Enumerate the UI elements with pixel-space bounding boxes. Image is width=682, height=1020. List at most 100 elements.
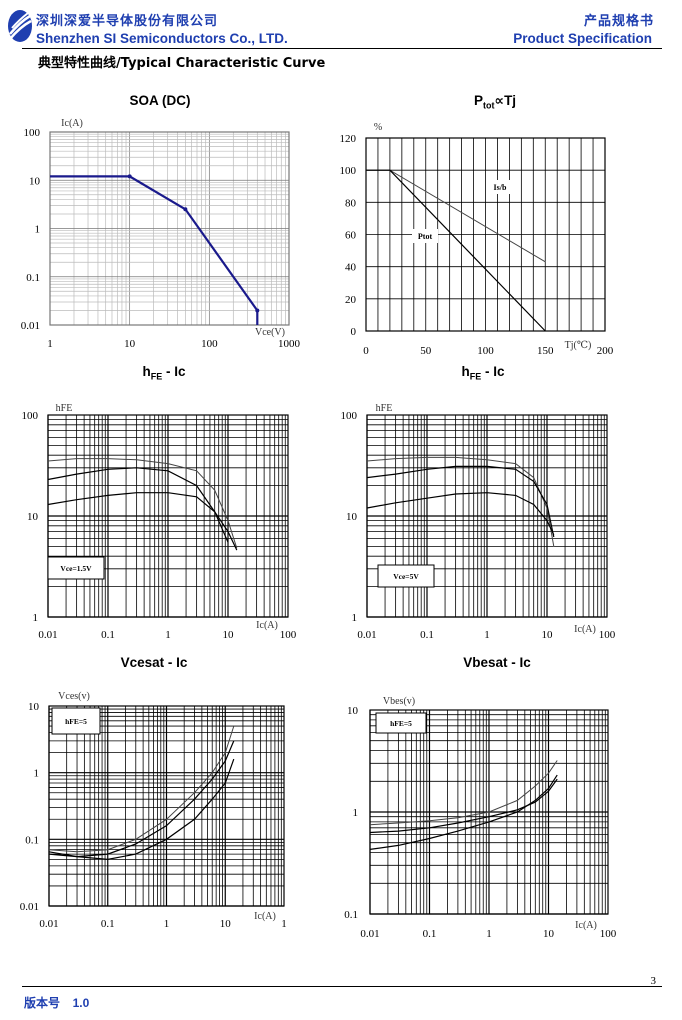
y-tick-label: 120 [340, 133, 357, 145]
series-line-vcesat-1 [48, 740, 235, 858]
x-tick-label: 150 [537, 345, 554, 357]
x-tick-label: 0 [363, 345, 369, 357]
grid-vcesat [48, 706, 284, 907]
y-tick-label: 80 [345, 197, 357, 209]
x-axis-label: Ic(A) [574, 624, 596, 635]
x-tick-label: 100 [599, 629, 616, 641]
x-axis-label: Ic(A) [256, 620, 278, 631]
grid-vbesat [369, 710, 608, 915]
header-divider [22, 48, 662, 49]
y-tick-label: 10 [29, 175, 41, 187]
version-label: 版本号 [24, 996, 61, 1010]
legend-hfe-vbesat-box [375, 712, 427, 734]
y-tick-label: 1 [33, 612, 39, 624]
x-axis-label: Ic(A) [575, 920, 597, 931]
y-tick-label: 1 [34, 768, 40, 780]
chart-title-ptot: Ptot∝Tj [473, 93, 517, 111]
series-line-vcesat-0 [48, 725, 235, 853]
x-tick-label: 100 [477, 345, 494, 357]
series-line-vcesat-2 [48, 758, 235, 861]
legend-vce-1: Vce=1.5V [60, 564, 92, 573]
doc-type-cn: 产品规格书 [583, 14, 654, 29]
x-tick-label: 10 [223, 629, 235, 641]
y-tick-label: 100 [340, 165, 357, 177]
chart-title-soa: SOA (DC) [129, 93, 191, 108]
series-line-vbesat-0 [369, 760, 558, 826]
x-tick-label: 1000 [278, 338, 301, 350]
legend-vce-2-box [377, 564, 435, 588]
y-tick-label: 20 [345, 294, 357, 306]
data-point [127, 174, 132, 179]
x-tick-label: 0.1 [101, 918, 115, 930]
y-axis-label: % [374, 122, 382, 133]
version: 版本号 1.0 [24, 994, 89, 1011]
series-line-vbesat-2 [369, 774, 558, 850]
x-tick-label: 10 [220, 918, 232, 930]
chart-title-hfe-1: hFE - Ic [142, 364, 186, 382]
series-line-hfe1-0 [47, 458, 238, 549]
legend-vce-2: Vce=5V [393, 572, 419, 581]
x-tick-label: 100 [280, 629, 297, 641]
x-tick-label: 0.01 [38, 629, 57, 641]
y-tick-label: 0.1 [26, 272, 40, 284]
legend-hfe-vcesat-box [51, 707, 101, 735]
series-line-ptot-1 [366, 169, 546, 332]
series-line-hfe2-2 [366, 492, 555, 536]
grid-soa [49, 132, 289, 326]
legend-hfe-vcesat: hFE=5 [65, 717, 87, 726]
x-tick-label: 10 [542, 629, 554, 641]
x-tick-label: 0.01 [360, 928, 379, 940]
plot-frame-hfe2 [366, 414, 608, 618]
series-line-ptot-0 [366, 169, 546, 263]
series-line-hfe1-1 [47, 467, 229, 543]
y-tick-label: 10 [27, 511, 39, 523]
x-tick-label: 1 [281, 918, 287, 930]
doc-type-en: Product Specification [513, 31, 652, 46]
y-tick-label: 10 [346, 511, 358, 523]
y-tick-label: 10 [347, 705, 359, 717]
y-tick-label: 0 [351, 326, 357, 338]
series-line-hfe2-1 [366, 465, 555, 538]
plot-frame-soa [49, 131, 290, 326]
plot-frame-vcesat [48, 705, 285, 907]
y-tick-label: 100 [24, 127, 41, 139]
y-tick-label: 1 [35, 224, 41, 236]
grid-hfe1 [47, 415, 288, 618]
series-line-vbesat-1 [369, 778, 558, 834]
data-point [255, 308, 260, 313]
x-tick-label: 200 [597, 345, 614, 357]
x-tick-label: 0.1 [423, 928, 437, 940]
section-title: 典型特性曲线/Typical Characteristic Curve [38, 56, 326, 71]
x-tick-label: 1 [486, 928, 492, 940]
x-tick-label: 100 [600, 928, 617, 940]
y-tick-label: 1 [353, 807, 359, 819]
legend-vce-1-box [47, 556, 105, 580]
chart-title-vbesat: Vbesat - Ic [463, 655, 531, 670]
y-tick-label: 0.1 [344, 909, 358, 921]
version-value: 1.0 [72, 996, 90, 1010]
label-ptot-bg [412, 229, 438, 243]
x-tick-label: 0.01 [357, 629, 376, 641]
y-tick-label: 0.01 [20, 901, 39, 913]
si-logo-icon [8, 10, 32, 42]
plot-frame-vbesat [369, 709, 609, 915]
y-axis-label: Vbes(v) [383, 696, 415, 707]
x-tick-label: 10 [543, 928, 555, 940]
y-axis-label: hFE [56, 403, 73, 414]
plot-frame-ptot [365, 137, 606, 332]
y-axis-label: hFE [376, 403, 393, 414]
y-tick-label: 0.01 [21, 320, 40, 332]
y-tick-label: 60 [345, 230, 357, 242]
x-axis-label: Vce(V) [255, 327, 285, 338]
legend-hfe-vbesat: hFE=5 [390, 719, 412, 728]
x-tick-label: 1 [47, 338, 53, 350]
x-tick-label: 10 [124, 338, 136, 350]
y-tick-label: 40 [345, 262, 357, 274]
x-tick-label: 0.01 [39, 918, 58, 930]
x-tick-label: 0.1 [420, 629, 434, 641]
plot-frame-hfe1 [47, 414, 289, 618]
company-name-en: Shenzhen SI Semiconductors Co., LTD. [36, 31, 288, 46]
page-number: 3 [650, 975, 657, 987]
series-line-hfe2-0 [366, 456, 555, 547]
footer-divider [22, 986, 662, 987]
